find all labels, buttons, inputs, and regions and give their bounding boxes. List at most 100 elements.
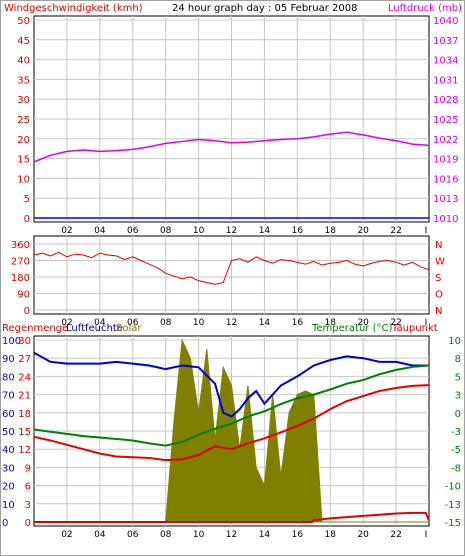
temperature-tick-label: 0 xyxy=(455,409,461,420)
direction-compass-label: N xyxy=(435,306,442,317)
temperature-tick-label: 3 xyxy=(455,391,461,402)
chart-title: 24 hour graph day : 05 Februar 2008 xyxy=(172,3,357,14)
pressure-tick-label: 1028 xyxy=(433,95,458,106)
x-end-tick-label: I xyxy=(425,318,428,328)
pressure-tick-label: 1010 xyxy=(433,214,458,225)
direction-tick-label: 360 xyxy=(11,240,30,251)
rain-tick-label: 30 xyxy=(18,336,31,347)
x-tick-label: 12 xyxy=(226,530,237,540)
rain-tick-label: 18 xyxy=(18,409,31,420)
temperature-line xyxy=(33,364,430,447)
x-tick-label: 22 xyxy=(390,318,401,328)
direction-compass-label: W xyxy=(435,257,445,268)
pressure-axis-label: Luftdruck (mb) xyxy=(388,3,462,14)
x-tick-label: 08 xyxy=(160,530,172,540)
rain-tick-label: 15 xyxy=(18,427,31,438)
temperature-tick-label: -3 xyxy=(451,427,461,438)
x-tick-label: 20 xyxy=(357,530,369,540)
wind-tick-label: 5 xyxy=(24,194,30,205)
rain-line xyxy=(34,511,430,523)
humidity-tick-label: 90 xyxy=(2,354,15,365)
dewpoint-line xyxy=(33,384,430,462)
solar-axis-label: Solar xyxy=(116,323,142,334)
x-tick-label: 22 xyxy=(390,226,401,236)
humidity-axis-label: Luftfeuchte xyxy=(66,323,123,334)
rain-axis-label: Regenmenge xyxy=(2,323,68,334)
wind-tick-label: 50 xyxy=(17,16,30,27)
solar-area xyxy=(34,338,429,523)
pressure-tick-label: 1031 xyxy=(433,75,458,86)
wind-tick-label: 45 xyxy=(17,36,30,47)
x-tick-label: 16 xyxy=(292,226,304,236)
temperature-tick-label: -15 xyxy=(445,518,461,529)
direction-tick-label: 90 xyxy=(17,290,30,301)
humidity-tick-label: 20 xyxy=(2,482,15,493)
x-tick-label: 20 xyxy=(357,226,369,236)
x-tick-label: 14 xyxy=(259,226,271,236)
pressure-tick-label: 1025 xyxy=(433,115,458,126)
wind-tick-label: 0 xyxy=(24,214,30,225)
x-tick-label: 22 xyxy=(390,530,401,540)
x-end-tick-label: I xyxy=(425,530,428,540)
temperature-tick-label: 10 xyxy=(448,336,461,347)
x-tick-label: 18 xyxy=(325,530,337,540)
x-tick-label: 10 xyxy=(193,318,205,328)
pressure-tick-label: 1040 xyxy=(433,16,458,27)
rain-tick-label: 21 xyxy=(18,391,31,402)
x-tick-label: 06 xyxy=(127,530,139,540)
direction-tick-label: 270 xyxy=(11,257,30,268)
x-tick-label: 18 xyxy=(325,318,337,328)
rain-tick-label: 27 xyxy=(18,354,31,365)
wind-tick-label: 20 xyxy=(17,135,30,146)
temperature-tick-label: -13 xyxy=(445,500,461,511)
x-tick-label: 02 xyxy=(61,226,72,236)
rain-tick-label: 6 xyxy=(25,482,31,493)
pressure-line xyxy=(33,131,430,163)
rain-tick-label: 12 xyxy=(18,445,31,456)
temperature-axis-label: Temperatur (°C) xyxy=(311,323,392,334)
x-tick-label: 14 xyxy=(259,318,271,328)
pressure-tick-label: 1034 xyxy=(433,56,458,67)
temperature-tick-label: 8 xyxy=(455,354,461,365)
pressure-tick-label: 1037 xyxy=(433,36,458,47)
humidity-tick-label: 50 xyxy=(2,427,15,438)
temperature-tick-label: -8 xyxy=(451,463,461,474)
direction-tick-label: 0 xyxy=(24,306,30,317)
series-layer xyxy=(33,131,430,523)
humidity-tick-label: 10 xyxy=(2,500,15,511)
x-tick-label: 04 xyxy=(94,226,106,236)
x-tick-label: 20 xyxy=(357,318,369,328)
humidity-tick-label: 30 xyxy=(2,463,15,474)
x-tick-label: 06 xyxy=(127,318,139,328)
pressure-tick-label: 1013 xyxy=(433,194,458,205)
x-tick-label: 12 xyxy=(226,226,237,236)
dewpoint-axis-label: Taupunkt xyxy=(391,323,438,334)
x-tick-label: 16 xyxy=(292,318,304,328)
humidity-tick-label: 0 xyxy=(2,518,8,529)
temperature-tick-label: 5 xyxy=(455,372,461,383)
wind-tick-label: 25 xyxy=(17,115,30,126)
temperature-tick-label: -5 xyxy=(451,445,461,456)
humidity-tick-label: 40 xyxy=(2,445,15,456)
x-tick-label: 06 xyxy=(127,226,139,236)
direction-tick-label: 180 xyxy=(11,273,30,284)
rain-tick-label: 3 xyxy=(25,500,31,511)
x-tick-label: 04 xyxy=(94,318,106,328)
wind-tick-label: 15 xyxy=(17,155,30,166)
x-tick-label: 04 xyxy=(94,530,106,540)
x-tick-label: 14 xyxy=(259,530,271,540)
x-tick-label: 02 xyxy=(61,318,72,328)
wind-tick-label: 10 xyxy=(17,174,30,185)
rain-tick-label: 0 xyxy=(25,518,31,529)
humidity-line xyxy=(33,351,429,418)
x-tick-label: 08 xyxy=(160,318,172,328)
rain-tick-label: 24 xyxy=(18,372,31,383)
humidity-tick-label: 70 xyxy=(2,391,15,402)
x-tick-label: 12 xyxy=(226,318,237,328)
rain-tick-label: 9 xyxy=(25,463,31,474)
x-tick-label: 10 xyxy=(193,530,205,540)
pressure-tick-label: 1019 xyxy=(433,155,458,166)
direction-compass-label: S xyxy=(435,273,441,284)
wind-axis-label: Windgeschwindigkeit (kmh) xyxy=(4,3,143,14)
